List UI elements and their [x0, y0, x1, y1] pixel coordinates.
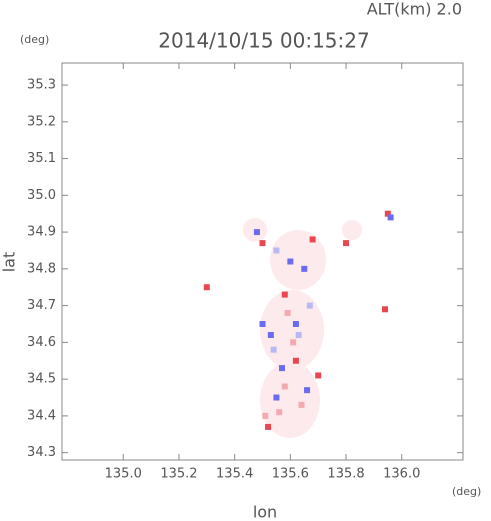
x-tick-label: 136.0 [383, 467, 420, 482]
y-tick-label: 34.9 [27, 225, 56, 240]
x-tick-label: 135.6 [272, 467, 309, 482]
echo-point [343, 240, 350, 247]
echo-point [259, 320, 266, 327]
chart-title: 2014/10/15 00:15:27 [158, 29, 369, 53]
y-tick-label: 34.5 [27, 372, 56, 387]
x-unit: (deg) [452, 485, 481, 498]
echo-point [387, 214, 394, 221]
echo-point [315, 372, 322, 379]
echo-point [265, 423, 272, 430]
echo-point [278, 365, 285, 372]
echo-point [295, 332, 302, 339]
echo-point [262, 412, 269, 419]
y-tick-label: 35.1 [27, 151, 56, 166]
echo-point [270, 346, 277, 353]
y-tick-label: 34.6 [27, 335, 56, 350]
echo-point [301, 265, 308, 272]
y-tick-label: 35.0 [27, 188, 56, 203]
echo-point [281, 291, 288, 298]
echo-point [203, 284, 210, 291]
y-tick-label: 35.3 [27, 78, 56, 93]
echo-point [276, 409, 283, 416]
echo-point [292, 357, 299, 364]
echo-point [384, 210, 391, 217]
echo-point [259, 240, 266, 247]
y-axis-label: lat [0, 252, 19, 273]
echo-point [267, 332, 274, 339]
y-tick-label: 34.8 [27, 261, 56, 276]
y-tick-label: 34.7 [27, 298, 56, 313]
echo-point [304, 387, 311, 394]
echo-point [273, 394, 280, 401]
x-tick-label: 135.0 [105, 467, 142, 482]
annotation: ALT(km) 2.0 [367, 0, 462, 19]
echo-point [292, 320, 299, 327]
x-tick-label: 135.4 [216, 467, 253, 482]
y-unit: (deg) [20, 33, 49, 46]
echo-point [281, 383, 288, 390]
echo-point [253, 229, 260, 236]
echo-point [284, 309, 291, 316]
echo-point [309, 236, 316, 243]
y-tick-label: 35.2 [27, 114, 56, 129]
plot-frame [61, 62, 464, 461]
x-tick-label: 135.8 [327, 467, 364, 482]
echo-point [290, 339, 297, 346]
echo-point [298, 401, 305, 408]
x-axis-label: lon [253, 503, 277, 521]
y-tick-label: 34.3 [27, 445, 56, 460]
echo-point [382, 306, 389, 313]
x-tick-label: 135.2 [160, 467, 197, 482]
echo-point [306, 302, 313, 309]
y-tick-label: 34.4 [27, 408, 56, 423]
echo-point [287, 258, 294, 265]
echo-point [273, 247, 280, 254]
